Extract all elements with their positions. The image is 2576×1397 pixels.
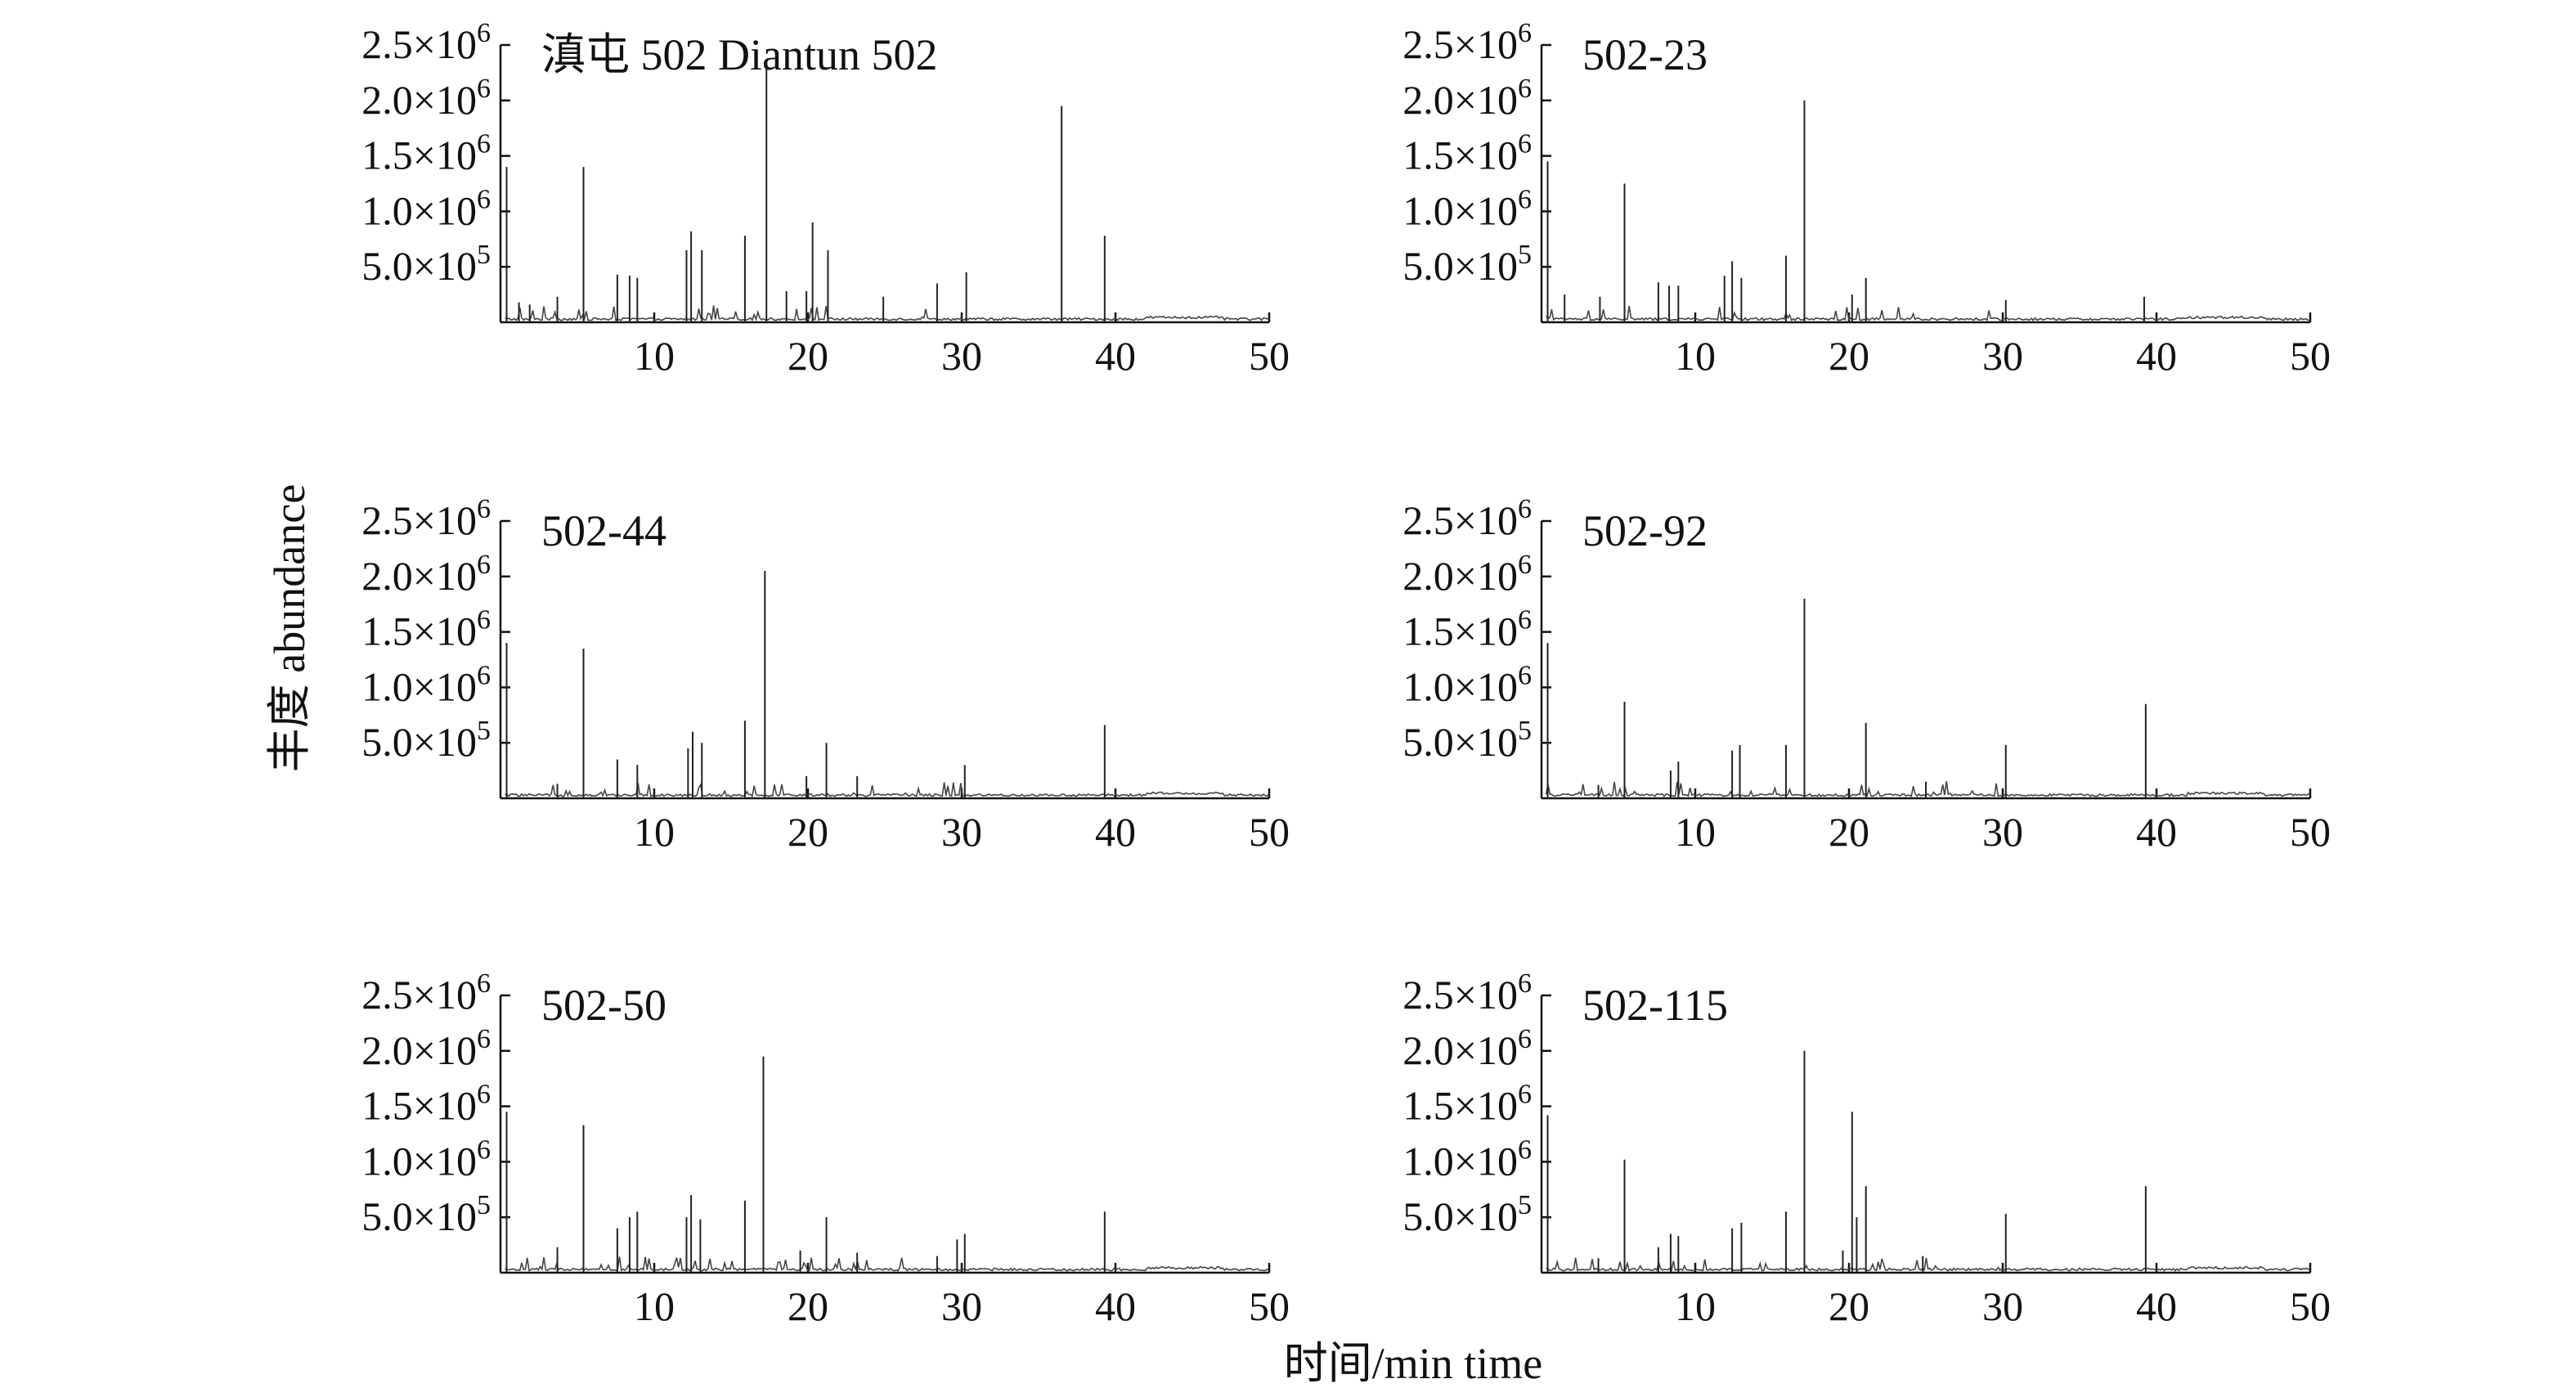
y-tick-label: 1.5×106 (1402, 605, 1532, 654)
x-tick-label: 40 (1095, 1283, 1136, 1329)
baseline-trace (1546, 305, 2310, 321)
y-tick-label: 1.0×106 (361, 1134, 491, 1184)
x-tick-label: 30 (1982, 333, 2023, 379)
x-tick-label: 50 (1249, 1283, 1290, 1329)
chromatogram-panel: 10 20 30 40 50 5.0×105 1.0×106 1.5×106 2.0×106 2.… (1402, 494, 2331, 855)
x-tick-label: 20 (1829, 1283, 1869, 1329)
y-axis-title: 丰度 abundance (265, 484, 314, 772)
x-tick-label: 20 (788, 1283, 828, 1329)
x-tick-label: 20 (1829, 809, 1869, 855)
x-tick-label: 10 (1675, 1283, 1716, 1329)
y-tick-label: 2.0×106 (361, 74, 491, 123)
y-tick-label: 1.5×106 (1402, 129, 1532, 178)
y-tick-label: 1.5×106 (361, 129, 491, 178)
panel-title: 502-23 (1582, 30, 1708, 79)
x-tick-label: 50 (2290, 333, 2331, 379)
x-tick-label: 20 (788, 333, 828, 379)
y-tick-label: 5.0×105 (361, 1190, 491, 1239)
x-tick-label: 50 (1249, 809, 1290, 855)
panel-title: 502-92 (1582, 506, 1708, 555)
baseline-trace (1545, 780, 2310, 797)
x-tick-label: 30 (941, 1283, 982, 1329)
y-tick-label: 2.0×106 (1402, 74, 1532, 123)
y-tick-label: 2.5×106 (361, 494, 491, 543)
y-tick-label: 5.0×105 (1402, 716, 1532, 765)
x-tick-label: 10 (634, 809, 675, 855)
panel-title: 502-50 (541, 981, 666, 1030)
x-tick-label: 50 (2290, 809, 2331, 855)
x-tick-label: 10 (1675, 333, 1716, 379)
baseline-trace (505, 1256, 1269, 1272)
y-tick-label: 1.0×106 (1402, 660, 1532, 709)
panel-title: 502-44 (541, 506, 666, 555)
y-tick-label: 5.0×105 (1402, 240, 1532, 289)
baseline-trace (505, 305, 1269, 321)
y-tick-label: 1.0×106 (1402, 184, 1532, 233)
x-tick-label: 40 (1095, 333, 1136, 379)
chromatogram-panel: 10 20 30 40 50 5.0×105 1.0×106 1.5×106 2.0×106 2.… (1402, 968, 2331, 1329)
panel-title: 502-115 (1582, 981, 1728, 1030)
x-tick-label: 10 (1675, 809, 1716, 855)
x-tick-label: 20 (1829, 333, 1869, 379)
x-tick-label: 40 (2136, 1283, 2177, 1329)
baseline-trace (1546, 1257, 2310, 1273)
y-tick-label: 2.5×106 (1402, 494, 1532, 543)
x-axis-title: 时间/min time (1284, 1339, 1543, 1388)
y-tick-label: 5.0×105 (361, 240, 491, 289)
x-tick-label: 10 (634, 333, 675, 379)
chromatogram-panels: 10 20 30 40 50 5.0×105 1.0×106 1.5×106 2.0×106 2.… (361, 18, 2331, 1329)
x-tick-label: 40 (2136, 809, 2177, 855)
y-tick-label: 1.5×106 (361, 1080, 491, 1129)
y-tick-label: 1.0×106 (361, 184, 491, 233)
x-tick-label: 30 (1982, 1283, 2023, 1329)
y-tick-label: 1.5×106 (361, 605, 491, 654)
x-tick-label: 30 (941, 809, 982, 855)
panel-title: 滇屯 502 Diantun 502 (541, 30, 937, 79)
y-tick-label: 1.5×106 (1402, 1080, 1532, 1129)
y-tick-label: 2.0×106 (1402, 1024, 1532, 1073)
y-tick-label: 5.0×105 (361, 716, 491, 765)
x-tick-label: 30 (941, 333, 982, 379)
chromatogram-panel: 10 20 30 40 50 5.0×105 1.0×106 1.5×106 2.0×106 2.… (361, 968, 1290, 1329)
y-tick-label: 2.5×106 (1402, 968, 1532, 1017)
y-tick-label: 2.5×106 (1402, 18, 1532, 67)
baseline-trace (505, 782, 1270, 797)
y-tick-label: 1.0×106 (1402, 1134, 1532, 1184)
y-tick-label: 2.0×106 (1402, 550, 1532, 599)
y-tick-label: 2.5×106 (361, 968, 491, 1017)
y-tick-label: 2.5×106 (361, 18, 491, 67)
x-tick-label: 20 (788, 809, 828, 855)
x-tick-label: 40 (1095, 809, 1136, 855)
y-tick-label: 1.0×106 (361, 660, 491, 709)
y-tick-label: 5.0×105 (1402, 1190, 1532, 1239)
chromatogram-panel: 10 20 30 40 50 5.0×105 1.0×106 1.5×106 2.0×106 2.… (1402, 18, 2331, 379)
x-tick-label: 10 (634, 1283, 675, 1329)
x-tick-label: 50 (2290, 1283, 2331, 1329)
chromatogram-panel: 10 20 30 40 50 5.0×105 1.0×106 1.5×106 2.0×106 2.… (361, 18, 1290, 379)
x-tick-label: 40 (2136, 333, 2177, 379)
chromatogram-panel: 10 20 30 40 50 5.0×105 1.0×106 1.5×106 2.0×106 2.… (361, 494, 1290, 855)
y-tick-label: 2.0×106 (361, 1024, 491, 1073)
x-tick-label: 50 (1249, 333, 1290, 379)
y-tick-label: 2.0×106 (361, 550, 491, 599)
x-tick-label: 30 (1982, 809, 2023, 855)
